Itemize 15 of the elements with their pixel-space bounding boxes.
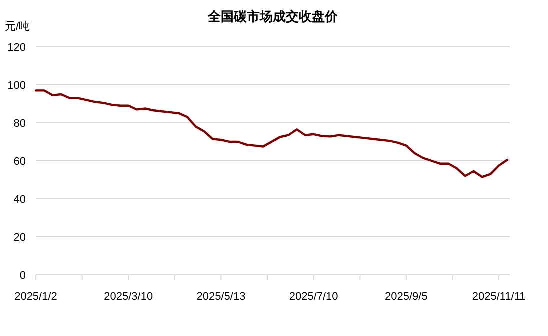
ytick: 120 bbox=[8, 42, 26, 54]
xtick: 2025/9/5 bbox=[385, 291, 428, 303]
ylabel: 元/吨 bbox=[5, 21, 30, 33]
xtick: 2025/7/10 bbox=[289, 291, 338, 303]
ytick: 0 bbox=[20, 270, 26, 282]
ytick: 100 bbox=[8, 80, 26, 92]
title: 全国碳市场成交收盘价 bbox=[208, 9, 338, 24]
xtick: 2025/3/10 bbox=[104, 291, 154, 303]
ytick: 80 bbox=[14, 118, 26, 130]
xtick: 2025/1/2 bbox=[14, 291, 58, 303]
xtick: 2025/11/11 bbox=[472, 291, 526, 303]
ytick: 40 bbox=[14, 194, 26, 206]
ytick: 20 bbox=[14, 232, 26, 244]
xtick: 2025/5/13 bbox=[196, 291, 246, 303]
ytick: 60 bbox=[14, 156, 26, 168]
